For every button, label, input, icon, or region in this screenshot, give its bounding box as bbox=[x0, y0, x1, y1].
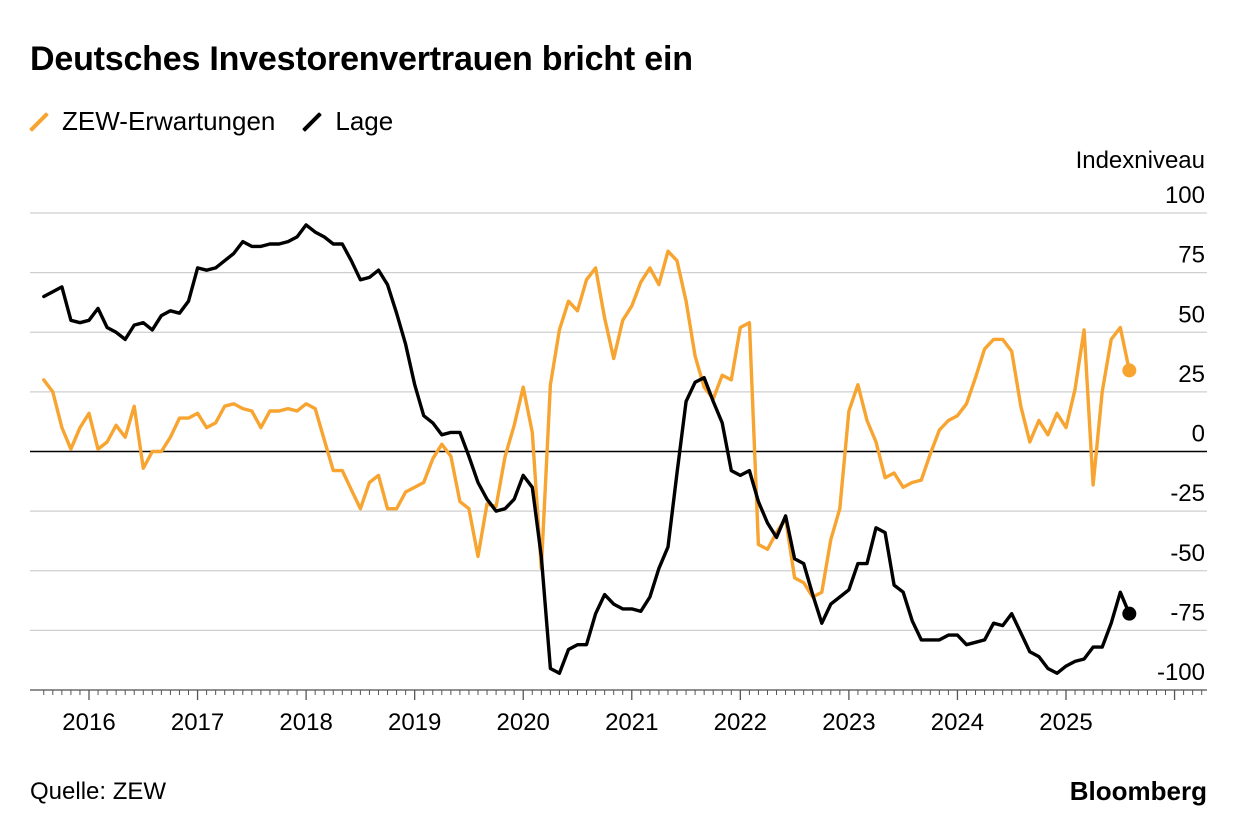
x-tick-label: 2025 bbox=[1039, 709, 1092, 736]
y-tick-label: 50 bbox=[1178, 301, 1205, 328]
end-marker-situation bbox=[1122, 606, 1137, 621]
legend-label-situation: Lage bbox=[335, 106, 394, 136]
y-tick-label: 75 bbox=[1178, 242, 1205, 269]
brand-logo: Bloomberg bbox=[1069, 776, 1207, 806]
y-axis-label: Indexniveau bbox=[1076, 147, 1205, 174]
series-line-situation bbox=[42, 223, 1131, 675]
x-tick-label: 2023 bbox=[822, 709, 875, 736]
x-tick-label: 2022 bbox=[714, 709, 767, 736]
y-tick-label: 100 bbox=[1165, 182, 1205, 209]
series-line-expectations bbox=[42, 249, 1131, 599]
y-tick-label: 0 bbox=[1192, 421, 1205, 448]
x-tick-label: 2016 bbox=[62, 709, 115, 736]
y-tick-label: 25 bbox=[1178, 361, 1205, 388]
y-tick-label: -75 bbox=[1170, 599, 1205, 626]
y-tick-label: -25 bbox=[1170, 480, 1205, 507]
x-tick-label: 2021 bbox=[605, 709, 658, 736]
x-tick-label: 2024 bbox=[931, 709, 984, 736]
source-note: Quelle: ZEW bbox=[30, 778, 167, 805]
x-tick-label: 2020 bbox=[497, 709, 550, 736]
legend-item-situation: Lage bbox=[303, 106, 393, 137]
legend-label-expectations: ZEW-Erwartungen bbox=[62, 106, 276, 136]
y-tick-label: -100 bbox=[1157, 659, 1205, 686]
legend: ZEW-Erwartungen Lage bbox=[30, 106, 421, 137]
legend-item-expectations: ZEW-Erwartungen bbox=[30, 106, 275, 137]
x-tick-label: 2017 bbox=[171, 709, 224, 736]
y-tick-label: -50 bbox=[1170, 540, 1205, 567]
chart-title: Deutsches Investorenvertrauen bricht ein bbox=[30, 40, 693, 78]
x-tick-label: 2019 bbox=[388, 709, 441, 736]
end-marker-expectations bbox=[1122, 363, 1137, 378]
x-tick-label: 2018 bbox=[279, 709, 332, 736]
